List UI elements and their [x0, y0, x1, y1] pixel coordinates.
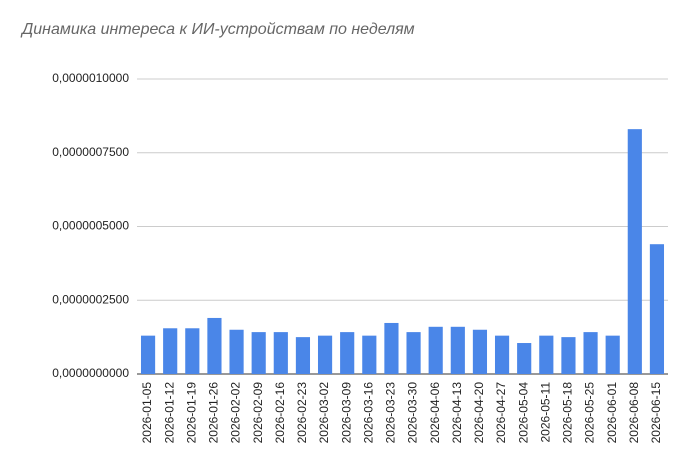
bar: [605, 335, 620, 374]
bar: [140, 335, 156, 374]
x-tick-label: 2026-01-05: [140, 382, 154, 444]
y-tick-label: 0,0000007500: [52, 145, 129, 159]
bar: [362, 335, 377, 374]
x-tick-label: 2026-01-26: [207, 382, 221, 444]
bar: [229, 329, 244, 374]
y-tick-label: 0,0000005000: [52, 219, 129, 233]
bar: [185, 328, 200, 374]
bar: [649, 244, 665, 374]
x-tick-label: 2026-01-12: [162, 382, 176, 444]
x-tick-label: 2026-02-02: [229, 382, 243, 444]
bar: [273, 332, 288, 374]
x-tick-label: 2026-06-01: [605, 382, 619, 444]
x-tick-label: 2026-02-23: [295, 382, 309, 444]
bar: [295, 337, 311, 374]
x-tick-label: 2026-04-27: [494, 382, 508, 444]
x-tick-label: 2026-03-16: [361, 382, 375, 444]
chart-title: Динамика интереса к ИИ-устройствам по не…: [20, 21, 415, 38]
x-tick-label: 2026-04-06: [428, 382, 442, 444]
bar: [406, 332, 421, 374]
x-tick-label: 2026-01-19: [184, 382, 198, 444]
bar: [428, 326, 443, 374]
bar: [340, 332, 355, 374]
bar: [317, 335, 333, 374]
y-tick-label: 0,0000010000: [52, 71, 129, 85]
bar: [583, 332, 598, 374]
bar: [207, 317, 222, 374]
x-tick-label: 2026-06-15: [649, 382, 663, 444]
x-tick-label: 2026-03-23: [384, 382, 398, 444]
x-tick-label: 2026-05-18: [561, 382, 575, 444]
x-tick-label: 2026-02-16: [273, 382, 287, 444]
y-tick-label: 0,0000000000: [52, 366, 129, 380]
x-tick-label: 2026-03-02: [317, 382, 331, 444]
bar: [472, 329, 488, 374]
bar: [627, 129, 642, 374]
x-tick-label: 2026-03-30: [406, 382, 420, 444]
x-tick-label: 2026-05-04: [516, 382, 530, 444]
y-tick-label: 0,0000002500: [52, 292, 129, 306]
bar: [163, 328, 178, 374]
x-tick-label: 2026-04-20: [472, 382, 486, 444]
x-tick-label: 2026-03-09: [339, 382, 353, 444]
bar: [517, 343, 532, 374]
x-tick-label: 2026-05-11: [538, 382, 552, 443]
bar: [450, 326, 465, 374]
x-tick-label: 2026-02-09: [251, 382, 265, 444]
bar: [251, 332, 266, 374]
x-tick-label: 2026-04-13: [450, 382, 464, 444]
bar: [494, 335, 510, 374]
x-tick-label: 2026-05-25: [583, 382, 597, 444]
bar: [539, 335, 554, 374]
bar: [384, 322, 399, 374]
x-tick-label: 2026-06-08: [627, 382, 641, 444]
bar: [561, 337, 576, 374]
